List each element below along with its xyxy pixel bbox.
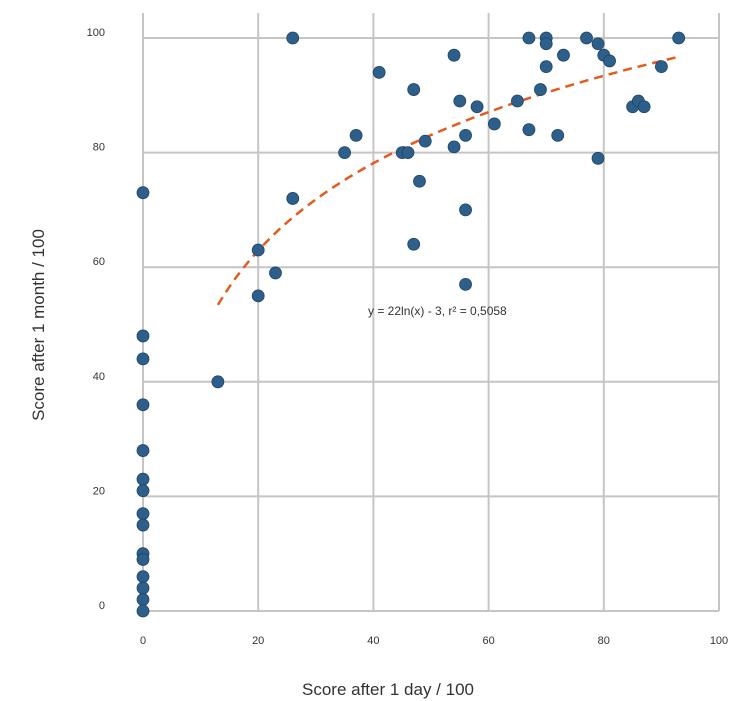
data-point bbox=[591, 37, 605, 51]
x-axis-label: Score after 1 day / 100 bbox=[302, 680, 474, 699]
y-tick-label: 20 bbox=[93, 485, 105, 497]
data-point bbox=[136, 553, 150, 566]
y-axis-label: Score after 1 month / 100 bbox=[29, 229, 48, 421]
data-point bbox=[136, 352, 150, 366]
data-point bbox=[286, 192, 300, 205]
data-point bbox=[136, 581, 150, 595]
data-point bbox=[407, 83, 421, 96]
data-point bbox=[511, 94, 524, 108]
data-point bbox=[551, 129, 565, 142]
data-point bbox=[539, 60, 553, 74]
x-tick-label: 60 bbox=[482, 635, 494, 647]
data-point bbox=[453, 94, 467, 108]
x-tick-label: 0 bbox=[140, 635, 146, 647]
data-point bbox=[136, 329, 150, 343]
data-point bbox=[603, 54, 616, 68]
y-tick-label: 80 bbox=[93, 142, 105, 154]
data-point bbox=[136, 604, 150, 618]
x-tick-labels: 0 20 40 60 80 100 bbox=[140, 635, 728, 647]
data-point bbox=[655, 60, 668, 74]
y-tick-label: 40 bbox=[93, 371, 105, 383]
data-point bbox=[459, 203, 472, 217]
data-point bbox=[407, 237, 421, 251]
data-point bbox=[447, 140, 461, 154]
x-tick-label: 80 bbox=[598, 635, 610, 647]
data-point bbox=[136, 472, 150, 486]
data-point bbox=[372, 65, 386, 79]
trendline-equation: y = 22ln(x) - 3, r² = 0,5058 bbox=[368, 304, 507, 318]
data-point bbox=[539, 37, 553, 51]
data-point bbox=[447, 48, 461, 62]
data-point bbox=[637, 100, 651, 114]
data-point bbox=[136, 570, 150, 584]
data-point bbox=[459, 129, 472, 142]
data-point bbox=[136, 507, 150, 520]
x-tick-label: 20 bbox=[252, 635, 264, 647]
data-point bbox=[136, 444, 150, 457]
data-point bbox=[672, 31, 686, 45]
data-point bbox=[338, 146, 352, 160]
data-point bbox=[557, 48, 570, 62]
data-point bbox=[136, 593, 150, 606]
data-point bbox=[522, 31, 536, 45]
data-point bbox=[522, 123, 536, 137]
data-point bbox=[251, 243, 265, 257]
data-point bbox=[269, 266, 282, 280]
gridlines bbox=[142, 13, 720, 612]
trendline-group bbox=[216, 55, 679, 306]
data-point bbox=[211, 375, 225, 389]
data-point bbox=[136, 518, 150, 532]
y-tick-label: 60 bbox=[93, 256, 105, 268]
data-point bbox=[401, 146, 415, 160]
x-tick-label: 100 bbox=[710, 635, 728, 647]
data-points bbox=[136, 31, 686, 618]
y-tick-label: 100 bbox=[87, 27, 105, 39]
data-point bbox=[459, 277, 472, 291]
trendline bbox=[216, 55, 679, 306]
data-point bbox=[349, 129, 363, 142]
data-point bbox=[534, 83, 547, 96]
data-point bbox=[136, 398, 150, 412]
data-point bbox=[136, 186, 150, 200]
data-point bbox=[591, 151, 605, 165]
data-point bbox=[136, 484, 150, 498]
data-point bbox=[418, 134, 432, 148]
data-point bbox=[487, 117, 501, 131]
y-tick-labels: 0 20 40 60 80 100 bbox=[87, 27, 105, 612]
x-tick-label: 40 bbox=[367, 635, 379, 647]
data-point bbox=[413, 174, 426, 188]
data-point bbox=[286, 31, 300, 45]
data-point bbox=[580, 31, 593, 45]
data-point bbox=[470, 100, 484, 114]
y-tick-label: 0 bbox=[99, 600, 105, 612]
data-point bbox=[251, 289, 265, 303]
